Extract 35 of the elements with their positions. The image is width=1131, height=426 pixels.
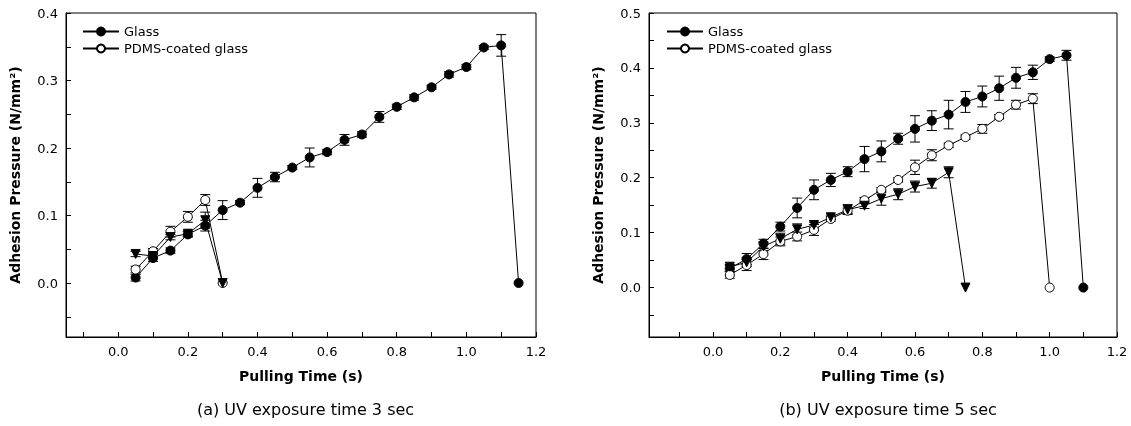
- x-tick-label: 1.2: [1106, 344, 1128, 359]
- legend-label: Glass: [124, 24, 160, 39]
- y-axis-title: Adhesion Pressure (N/mm²): [590, 66, 606, 284]
- y-tick-label: 0.4: [620, 60, 641, 76]
- x-tick-label: 0.8: [386, 344, 408, 359]
- x-axis-title: Pulling Time (s): [239, 368, 363, 384]
- x-tick-label: 0.6: [316, 344, 338, 359]
- y-tick-label: 0.2: [37, 140, 58, 156]
- y-axis-title: Adhesion Pressure (N/mm²): [7, 66, 23, 284]
- x-axis-title: Pulling Time (s): [821, 368, 945, 384]
- y-tick-label: 0.0: [37, 275, 58, 291]
- y-tick-label: 0.1: [620, 225, 641, 241]
- y-tick-label: 0.3: [37, 73, 58, 88]
- y-tick-label: 0.0: [620, 280, 641, 296]
- x-tick-label: 1.0: [1039, 344, 1061, 359]
- x-tick-label: 1.0: [456, 344, 477, 359]
- x-tick-label: 0.4: [837, 344, 858, 359]
- x-tick-label: 0.6: [904, 344, 926, 359]
- x-tick-label: 0.2: [177, 344, 199, 359]
- y-tick-label: 0.5: [620, 5, 641, 21]
- x-tick-label: 0.0: [702, 344, 724, 359]
- text: (b) UV exposure time 5 sec: [779, 399, 997, 419]
- text: (a) UV exposure time 3 sec: [196, 399, 415, 419]
- y-tick-label: 0.2: [620, 170, 641, 186]
- y-tick-label: 0.1: [37, 208, 58, 223]
- y-tick-label: 0.3: [620, 115, 641, 131]
- legend-label: PDMS-coated glass: [708, 41, 833, 56]
- legend-label: PDMS-coated glass: [124, 41, 249, 56]
- x-tick-label: 0.0: [107, 344, 129, 359]
- x-tick-label: 0.4: [247, 344, 268, 359]
- x-tick-label: 1.2: [525, 344, 547, 359]
- x-tick-label: 0.8: [971, 344, 993, 359]
- x-tick-label: 0.2: [769, 344, 791, 359]
- legend-label: Glass: [708, 24, 744, 39]
- y-tick-label: 0.4: [37, 5, 58, 21]
